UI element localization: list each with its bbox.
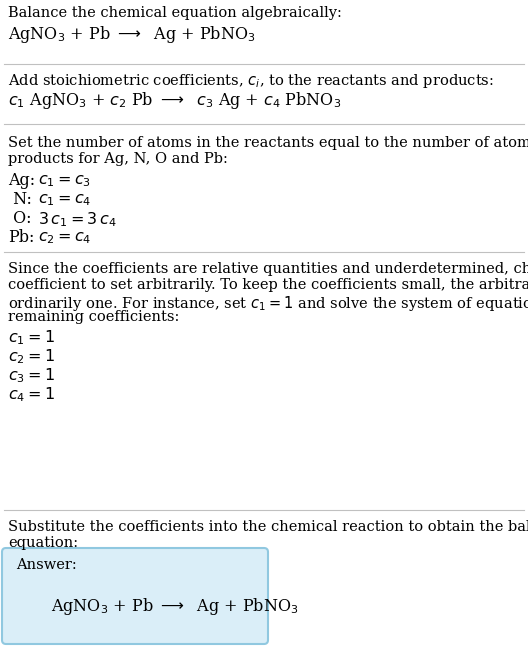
Text: O:: O:: [8, 210, 32, 227]
Text: Set the number of atoms in the reactants equal to the number of atoms in the: Set the number of atoms in the reactants…: [8, 136, 528, 150]
Text: $c_3 = 1$: $c_3 = 1$: [8, 366, 55, 385]
Text: ordinarily one. For instance, set $c_1 = 1$ and solve the system of equations fo: ordinarily one. For instance, set $c_1 =…: [8, 294, 528, 313]
Text: $c_4 = 1$: $c_4 = 1$: [8, 385, 55, 404]
Text: Ag:: Ag:: [8, 172, 35, 189]
Text: $c_2 = c_4$: $c_2 = c_4$: [38, 229, 91, 246]
Text: $c_1 = 1$: $c_1 = 1$: [8, 328, 55, 347]
Text: Pb:: Pb:: [8, 229, 34, 246]
Text: remaining coefficients:: remaining coefficients:: [8, 310, 180, 324]
Text: $c_2 = 1$: $c_2 = 1$: [8, 347, 55, 366]
Text: coefficient to set arbitrarily. To keep the coefficients small, the arbitrary va: coefficient to set arbitrarily. To keep …: [8, 278, 528, 292]
Text: $c_1 = c_4$: $c_1 = c_4$: [38, 191, 91, 208]
Text: Answer:: Answer:: [16, 558, 77, 572]
Text: products for Ag, N, O and Pb:: products for Ag, N, O and Pb:: [8, 152, 228, 166]
Text: AgNO$_3$ + Pb $\longrightarrow$  Ag + PbNO$_3$: AgNO$_3$ + Pb $\longrightarrow$ Ag + PbN…: [8, 24, 256, 45]
Text: AgNO$_3$ + Pb $\longrightarrow$  Ag + PbNO$_3$: AgNO$_3$ + Pb $\longrightarrow$ Ag + PbN…: [51, 596, 298, 617]
Text: Since the coefficients are relative quantities and underdetermined, choose a: Since the coefficients are relative quan…: [8, 262, 528, 276]
Text: N:: N:: [8, 191, 32, 208]
Text: $3\,c_1 = 3\,c_4$: $3\,c_1 = 3\,c_4$: [38, 210, 117, 229]
Text: Balance the chemical equation algebraically:: Balance the chemical equation algebraica…: [8, 6, 342, 20]
Text: equation:: equation:: [8, 536, 78, 550]
Text: $c_1 = c_3$: $c_1 = c_3$: [38, 172, 91, 189]
FancyBboxPatch shape: [2, 548, 268, 644]
Text: $c_1$ AgNO$_3$ + $c_2$ Pb $\longrightarrow$  $c_3$ Ag + $c_4$ PbNO$_3$: $c_1$ AgNO$_3$ + $c_2$ Pb $\longrightarr…: [8, 90, 341, 111]
Text: Add stoichiometric coefficients, $c_i$, to the reactants and products:: Add stoichiometric coefficients, $c_i$, …: [8, 72, 494, 90]
Text: Substitute the coefficients into the chemical reaction to obtain the balanced: Substitute the coefficients into the che…: [8, 520, 528, 534]
